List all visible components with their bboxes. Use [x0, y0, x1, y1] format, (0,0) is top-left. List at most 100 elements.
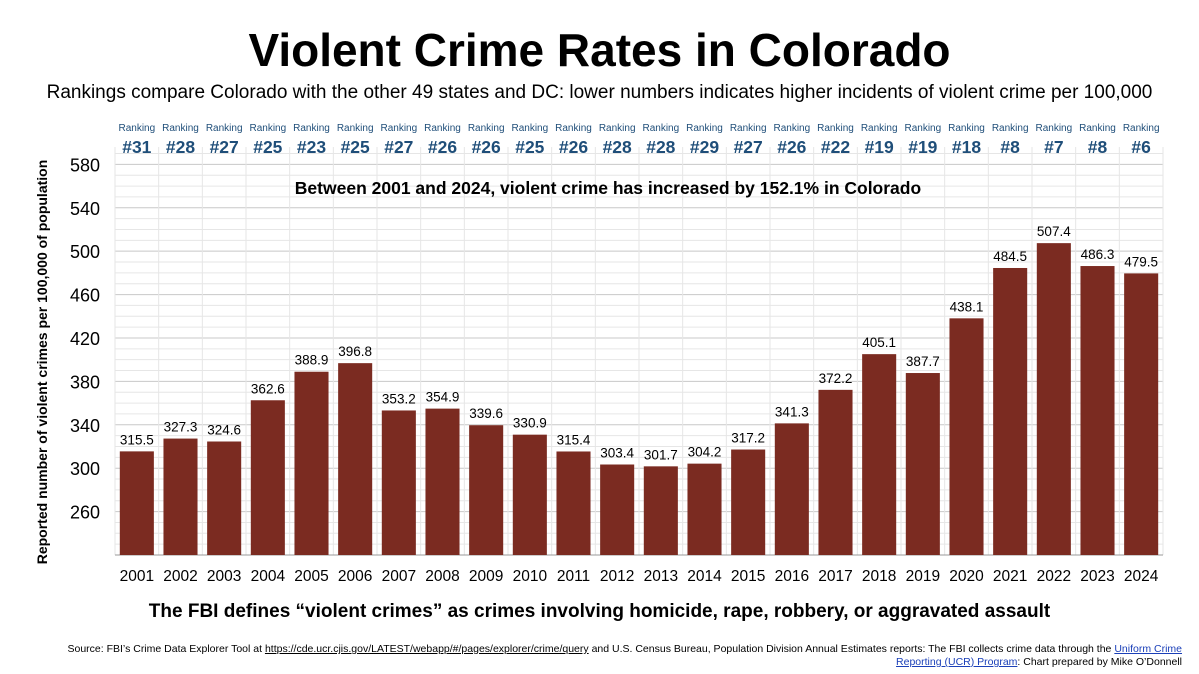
ranking-label: Ranking [162, 123, 199, 134]
value-label: 387.7 [906, 354, 940, 369]
bar-2014 [687, 463, 722, 555]
y-tick-label: 540 [70, 199, 100, 219]
y-tick-label: 260 [70, 503, 100, 523]
y-axis-ticks: 260 300 340 380 420 460 500 540 580 [70, 155, 100, 522]
value-label: 327.3 [164, 420, 198, 435]
ranking-label: Ranking [511, 123, 548, 134]
value-label: 341.3 [775, 404, 809, 419]
x-tick-label: 2019 [906, 568, 940, 585]
ranking-value: #27 [210, 137, 239, 157]
value-labels: 315.5 327.3 324.6 362.6 388.9 396.8 353.2 354.9… [120, 224, 1158, 462]
ranking-value: #23 [297, 137, 326, 157]
ranking-value: #25 [515, 137, 544, 157]
value-label: 438.1 [950, 299, 984, 314]
x-tick-label: 2009 [469, 568, 503, 585]
value-label: 362.6 [251, 381, 285, 396]
bar-2020 [949, 318, 984, 555]
value-label: 339.6 [469, 406, 503, 421]
ranking-value: #7 [1044, 137, 1063, 157]
chart-title: Violent Crime Rates in Colorado [248, 24, 951, 76]
bar-2004 [250, 400, 285, 555]
rankings: Ranking #31 Ranking #28 Ranking #27 Ranking #25… [118, 123, 1159, 157]
x-tick-label: 2020 [949, 568, 984, 585]
source-text-1: Source: FBI’s Crime Data Explorer Tool a… [67, 643, 265, 655]
x-tick-label: 2007 [382, 568, 416, 585]
x-tick-label: 2017 [818, 568, 852, 585]
x-tick-label: 2012 [600, 568, 634, 585]
ranking-value: #22 [821, 137, 850, 157]
value-label: 303.4 [600, 446, 634, 461]
ranking-label: Ranking [1079, 123, 1116, 134]
ranking-label: Ranking [861, 123, 898, 134]
ranking-label: Ranking [773, 123, 810, 134]
x-tick-label: 2021 [993, 568, 1027, 585]
value-label: 324.6 [207, 422, 241, 437]
footnote: The FBI defines “violent crimes” as crim… [148, 601, 1051, 622]
ranking-label: Ranking [337, 123, 374, 134]
ranking-label: Ranking [206, 123, 243, 134]
ranking-value: #19 [908, 137, 937, 157]
bar-2016 [774, 423, 809, 555]
ranking-value: #26 [472, 137, 501, 157]
bar-2017 [818, 389, 853, 555]
bar-2010 [512, 434, 547, 555]
bars [119, 243, 1159, 555]
ranking-value: #25 [341, 137, 370, 157]
ranking-label: Ranking [730, 123, 767, 134]
x-tick-label: 2005 [294, 568, 328, 585]
value-label: 396.8 [338, 344, 372, 359]
ranking-label: Ranking [249, 123, 286, 134]
bar-2001 [119, 451, 154, 555]
ranking-label: Ranking [424, 123, 461, 134]
source-url[interactable]: https://cde.ucr.cjis.gov/LATEST/webapp/#… [264, 643, 589, 655]
x-tick-label: 2018 [862, 568, 896, 585]
value-label: 388.9 [295, 353, 329, 368]
bar-2015 [731, 449, 766, 555]
x-tick-label: 2010 [513, 568, 548, 585]
y-tick-label: 340 [70, 416, 100, 436]
bar-2005 [294, 371, 329, 555]
x-tick-label: 2015 [731, 568, 765, 585]
grid-lines [114, 147, 1164, 556]
ranking-label: Ranking [599, 123, 636, 134]
ranking-value: #27 [734, 137, 763, 157]
ranking-value: #18 [952, 137, 981, 157]
source-text-2: and U.S. Census Bureau, Population Divis… [588, 643, 1115, 655]
value-label: 484.5 [993, 249, 1027, 264]
value-label: 315.4 [557, 432, 591, 447]
value-label: 486.3 [1081, 247, 1115, 262]
bar-2023 [1080, 266, 1115, 555]
ranking-value: #8 [1088, 137, 1108, 157]
value-label: 315.5 [120, 432, 154, 447]
ranking-value: #27 [384, 137, 413, 157]
bar-2011 [556, 451, 591, 555]
ranking-value: #28 [646, 137, 675, 157]
ranking-value: #19 [865, 137, 894, 157]
source-note: Source: FBI’s Crime Data Explorer Tool a… [20, 643, 1182, 669]
x-tick-label: 2016 [775, 568, 809, 585]
ranking-value: #28 [166, 137, 195, 157]
value-label: 301.7 [644, 447, 678, 462]
bar-2022 [1036, 243, 1071, 555]
bar-2019 [905, 373, 940, 555]
ranking-value: #29 [690, 137, 719, 157]
ucr-program-link[interactable]: Uniform Crime Reporting (UCR) Program [896, 643, 1182, 668]
bar-chart: 260 300 340 380 420 460 500 540 580 315.5 327.3 32… [34, 123, 1164, 585]
ranking-label: Ranking [118, 123, 155, 134]
bar-2018 [862, 354, 897, 555]
ranking-label: Ranking [293, 123, 330, 134]
ranking-label: Ranking [1035, 123, 1072, 134]
ranking-value: #26 [428, 137, 457, 157]
ranking-value: #28 [603, 137, 632, 157]
ranking-value: #31 [122, 137, 151, 157]
ranking-value: #26 [559, 137, 588, 157]
x-tick-label: 2008 [425, 568, 459, 585]
value-label: 353.2 [382, 391, 416, 406]
x-tick-label: 2001 [120, 568, 154, 585]
ranking-label: Ranking [1123, 123, 1160, 134]
y-tick-label: 580 [70, 155, 100, 175]
ranking-label: Ranking [992, 123, 1029, 134]
chart-subtitle: Rankings compare Colorado with the other… [46, 82, 1153, 103]
y-tick-label: 420 [70, 329, 100, 349]
x-tick-label: 2006 [338, 568, 372, 585]
